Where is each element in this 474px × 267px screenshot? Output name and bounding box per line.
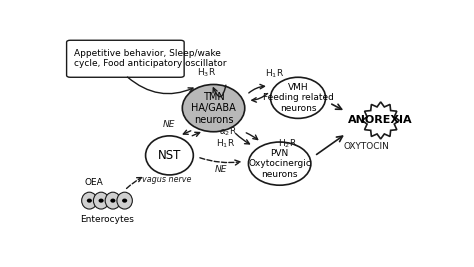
Text: NE: NE [163, 120, 175, 129]
Ellipse shape [182, 84, 245, 132]
Ellipse shape [271, 77, 326, 118]
Text: H$_2$R: H$_2$R [278, 138, 297, 150]
Ellipse shape [146, 136, 193, 175]
Ellipse shape [117, 192, 132, 209]
Text: H$_3$R: H$_3$R [197, 67, 216, 79]
Text: $\alpha_2$R: $\alpha_2$R [219, 125, 237, 138]
Text: Enterocytes: Enterocytes [80, 215, 134, 225]
Text: vagus nerve: vagus nerve [142, 175, 191, 183]
Text: H$_1$R: H$_1$R [264, 68, 284, 80]
Text: Appetitive behavior, Sleep/wake
cycle, Food anticipatory oscillator: Appetitive behavior, Sleep/wake cycle, F… [74, 49, 227, 68]
Ellipse shape [93, 192, 109, 209]
Ellipse shape [87, 199, 92, 203]
Ellipse shape [122, 199, 127, 203]
Ellipse shape [110, 199, 116, 203]
Ellipse shape [248, 142, 311, 185]
Ellipse shape [99, 199, 104, 203]
Text: H$_1$R: H$_1$R [217, 138, 236, 150]
Ellipse shape [105, 192, 120, 209]
Text: OEA: OEA [85, 178, 104, 187]
Text: NST: NST [158, 149, 181, 162]
Text: TMN
HA/GABA
neurons: TMN HA/GABA neurons [191, 92, 236, 125]
Text: ANOREXIA: ANOREXIA [348, 115, 413, 125]
FancyBboxPatch shape [66, 40, 184, 77]
Text: PVN
Oxytocinergic
neurons: PVN Oxytocinergic neurons [248, 149, 311, 179]
Text: NE: NE [215, 165, 227, 174]
Ellipse shape [82, 192, 97, 209]
Text: OXYTOCIN: OXYTOCIN [344, 142, 390, 151]
Polygon shape [362, 102, 399, 139]
Text: VMH
Feeding related
neurons: VMH Feeding related neurons [263, 83, 334, 113]
